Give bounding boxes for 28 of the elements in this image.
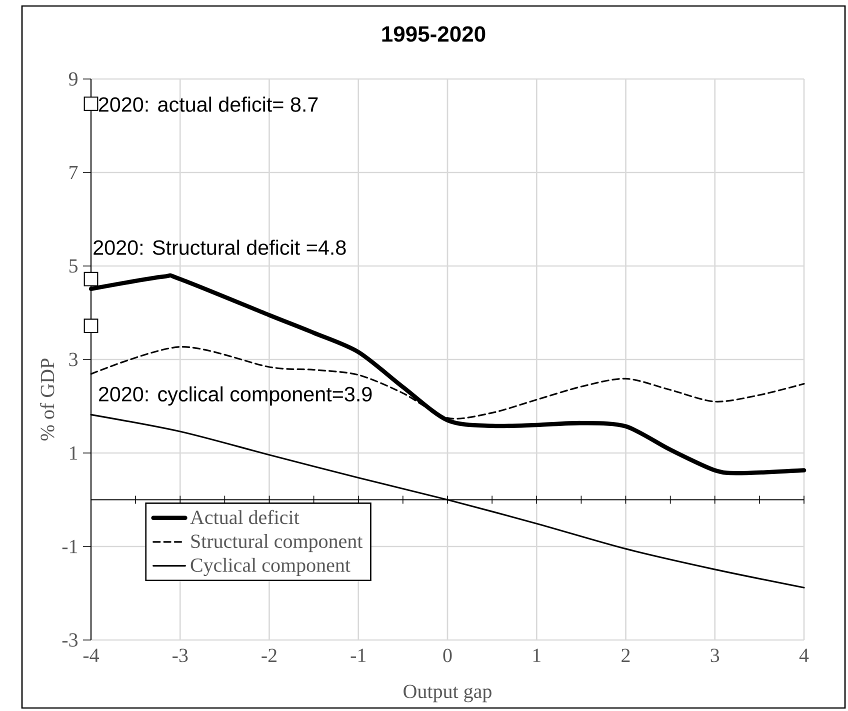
x-tick-label: -1 [350,648,366,662]
y-tick-label: -3 [62,633,78,647]
y-tick-label: 7 [70,166,78,180]
y-tick-label: 3 [69,352,78,366]
point [84,272,98,286]
y-tick-label: 1 [70,446,78,460]
y-tick-label: -1 [62,540,78,554]
annotation: 2020: actual deficit= 8.7 [98,96,318,112]
y-tick-label: 5 [69,259,78,273]
legend-label: Actual deficit [190,510,300,524]
x-tick-label: -2 [262,648,276,662]
y-axis-title: % of GDP [40,358,54,440]
chart-title: 1995-2020 [382,26,486,42]
x-tick-label: -3 [172,648,188,662]
x-tick-label: 3 [710,648,720,662]
x-tick-label: 0 [443,648,452,662]
x-tick-label: -4 [83,648,100,662]
x-axis-title: Output gap [404,684,492,702]
x-tick-label: 2 [622,648,630,662]
point [84,318,98,334]
legend-label: Structural component [191,534,363,552]
y-tick-label: 9 [68,72,78,86]
x-tick-label: 4 [799,648,809,662]
x-tick-label: 1 [533,648,540,662]
annotation: 2020: Structural deficit =4.8 [94,240,346,255]
point [84,96,98,111]
legend-label: Cyclical component [190,558,350,576]
annotation: 2020: cyclical component=3.9 [98,386,372,406]
